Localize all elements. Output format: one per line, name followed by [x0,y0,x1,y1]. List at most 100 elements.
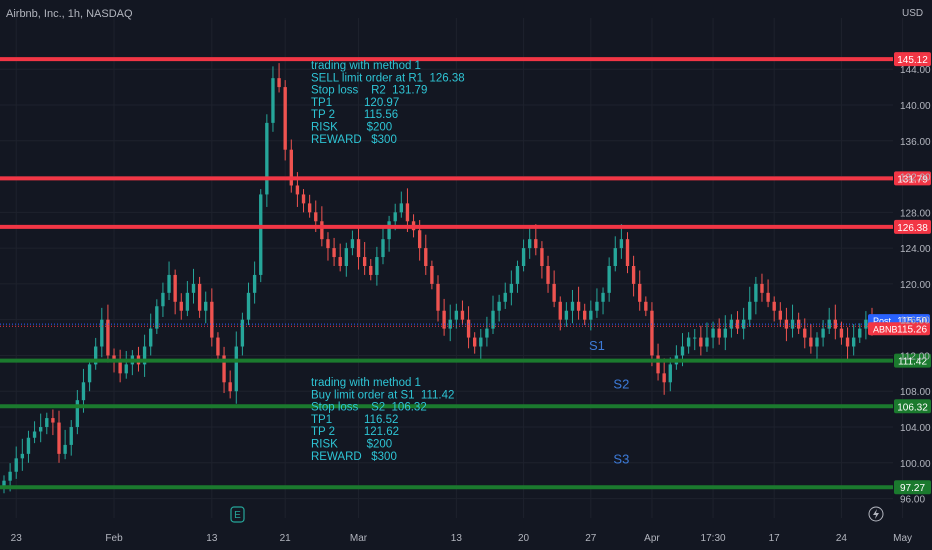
candle [552,270,556,308]
candle-body [283,87,287,150]
candle-body [118,359,122,374]
candle-body [534,239,538,249]
candle-body [766,292,770,302]
candle [723,315,727,351]
candle-body [741,319,746,329]
candle-body [815,337,819,347]
candle [399,191,404,218]
candle-body [161,292,165,307]
candle [631,255,636,297]
earnings-icon[interactable]: E [230,506,245,523]
candle-body [387,221,391,240]
trade-note-line: TP1 120.97 [311,97,399,109]
candle [20,438,25,471]
candle [540,241,544,279]
candle [827,307,831,334]
candle-body [362,257,367,266]
candle-body [38,427,43,432]
trade-note-line: Buy limit order at S1 111.42 [311,389,454,401]
trade-note-line: trading with method 1 [311,377,421,389]
candle [589,300,593,331]
candle-body [8,471,12,481]
y-tick-label: 116.00 [900,316,930,327]
candle-body [821,328,825,338]
candle [94,337,98,370]
candle-body [748,301,752,320]
candle-body [540,248,544,266]
y-tick-label: 136.00 [900,137,931,148]
candle [864,311,868,340]
candle [167,261,171,300]
candle-body [63,444,67,454]
symbol-title: Airbnb, Inc., 1h, NASDAQ [6,8,133,20]
candle-body [393,212,397,222]
candle [185,281,190,317]
candle-body [680,346,685,356]
y-tick-label: 128.00 [900,208,931,219]
candle [595,288,599,318]
earnings-icon-box [230,506,245,523]
candle-body [717,328,721,338]
level-price-label: 106.32 [897,402,928,413]
currency-label: USD [902,8,923,19]
candle-body [179,301,183,311]
candle [210,288,214,347]
candle-body [558,301,562,320]
candle-body [75,400,80,428]
candle-body [155,306,159,329]
candle-body [729,319,734,329]
candle-body [509,283,514,293]
candle-body [20,453,25,459]
candle-body [754,283,758,302]
y-tick-label: 124.00 [900,244,931,255]
candle [558,296,562,331]
trade-note-line: TP 2 115.56 [311,109,398,121]
candle [204,291,208,324]
candle [521,239,526,272]
candle [534,224,538,256]
candle-body [14,458,18,472]
candle-body [252,274,257,293]
candle-body [631,266,636,284]
candle [503,282,507,309]
candle [772,296,776,322]
candle-body [246,292,251,320]
candle [851,324,856,356]
candle [472,332,477,354]
candle-body [417,230,422,249]
candle [491,295,495,334]
candle-body [228,382,232,392]
candle-body [106,319,110,356]
candle [717,318,721,345]
candle-body [124,364,128,374]
candle-body [142,346,147,365]
candle [766,279,770,308]
candle-body [277,78,281,88]
candle-body [552,283,556,302]
level-price-tag [894,52,931,67]
candle-body [326,239,330,249]
candle-body [570,301,575,311]
candle-body [430,266,434,284]
candle [839,321,844,345]
candle-body [851,337,856,347]
candle [332,237,336,266]
flash-icon[interactable] [868,506,884,522]
candle [424,234,428,275]
candle-body [289,149,293,186]
candle-body [858,328,862,338]
candle-body [735,319,740,329]
price-tag-name: ABNB [873,324,898,334]
candle [2,475,6,494]
candle-body [442,310,446,329]
trade-note-line: REWARD $300 [311,451,397,463]
candle-body [479,337,483,347]
candle [142,334,147,377]
candle [191,268,196,304]
candle [436,275,440,322]
candle-body [650,310,654,356]
